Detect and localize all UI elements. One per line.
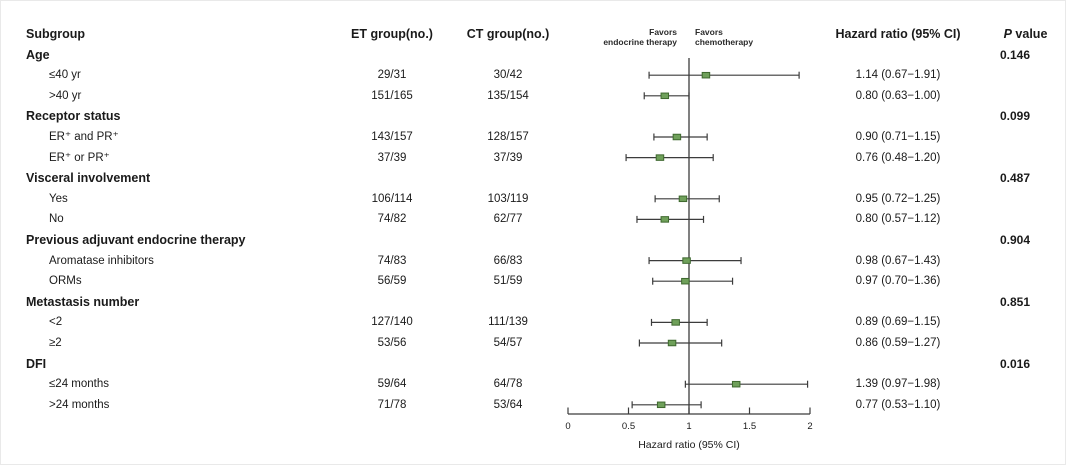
hr-ci-text: 0.98 (0.67−1.43): [855, 254, 941, 267]
hr-ci-text: 1.14 (0.67−1.91): [855, 69, 941, 82]
group-label: Visceral involvement: [26, 171, 151, 186]
hr-point-marker: [655, 154, 665, 161]
ct-count: 66/83: [493, 254, 523, 267]
et-count: 59/64: [377, 378, 407, 391]
ct-count: 54/57: [493, 337, 523, 349]
et-count: 127/140: [371, 316, 413, 329]
subgroup-label: No: [49, 213, 64, 226]
subgroup-label: ER⁺ and PR⁺: [49, 131, 119, 143]
subgroup-label: ER⁺ or PR⁺: [49, 151, 110, 164]
et-count: 37/39: [377, 151, 407, 164]
x-axis-tick-label: 0.5: [622, 421, 635, 432]
et-count: 143/157: [371, 131, 413, 143]
p-value: 0.146: [999, 47, 1031, 62]
group-label: Receptor status: [26, 109, 121, 124]
p-value: 0.099: [999, 109, 1031, 124]
hr-ci-text: 1.39 (0.97−1.98): [855, 378, 941, 391]
p-value: 0.851: [999, 294, 1031, 309]
hr-point-marker: [660, 216, 670, 223]
et-count: 151/165: [371, 89, 413, 102]
ct-count: 37/39: [493, 151, 523, 164]
hr-ci-text: 0.80 (0.63−1.00): [855, 89, 941, 102]
group-label: DFI: [26, 356, 47, 371]
subgroup-label: Yes: [49, 192, 68, 205]
favors-endocrine-line2: endocrine therapy: [603, 37, 677, 47]
p-value-rest: value: [1011, 27, 1048, 41]
group-label: Metastasis number: [26, 294, 140, 309]
et-count: 56/59: [377, 275, 407, 288]
et-count: 106/114: [371, 192, 413, 205]
et-count: 29/31: [377, 69, 407, 82]
favors-endocrine-line1: Favors: [649, 27, 677, 37]
hr-point-marker: [671, 319, 680, 326]
hr-ci-text: 0.86 (0.59−1.27): [855, 337, 941, 349]
subgroup-label: ≤40 yr: [49, 69, 81, 82]
hr-point-marker: [731, 380, 741, 388]
column-header-p-value: P value: [984, 26, 1065, 42]
column-header-subgroup: Subgroup: [26, 27, 86, 41]
column-header-ct-group: CT group(no.): [466, 27, 550, 41]
subgroup-label: <2: [49, 316, 63, 329]
hr-point-marker: [672, 133, 682, 141]
ct-count: 135/154: [487, 89, 529, 102]
group-label: Age: [26, 47, 50, 62]
ct-count: 51/59: [493, 275, 523, 288]
p-value: 0.016: [999, 356, 1031, 371]
x-axis-tick-label: 1.5: [743, 421, 756, 432]
et-count: 71/78: [377, 398, 407, 411]
hr-point-marker: [660, 92, 670, 100]
hr-point-marker: [678, 195, 688, 203]
favors-endocrine-label: Favors endocrine therapy: [603, 27, 677, 47]
favors-chemotherapy-line1: Favors: [695, 27, 723, 37]
p-value: 0.904: [999, 233, 1031, 247]
hr-ci-text: 0.80 (0.57−1.12): [855, 213, 941, 226]
ct-count: 30/42: [493, 69, 523, 82]
hr-ci-text: 0.89 (0.69−1.15): [855, 316, 941, 329]
x-axis-title: Hazard ratio (95% CI): [638, 439, 740, 451]
favors-chemotherapy-label: Favors chemotherapy: [695, 27, 753, 47]
ct-count: 62/77: [493, 213, 523, 226]
hr-ci-text: 0.77 (0.53−1.10): [855, 398, 941, 411]
column-header-et-group: ET group(no.): [351, 27, 433, 41]
x-axis-tick-label: 2: [807, 421, 812, 432]
subgroup-label: Aromatase inhibitors: [49, 254, 154, 267]
hr-ci-text: 0.95 (0.72−1.25): [855, 192, 941, 205]
column-header-hazard-ratio: Hazard ratio (95% CI): [835, 27, 961, 41]
subgroup-label: >40 yr: [49, 89, 82, 102]
et-count: 53/56: [377, 337, 407, 349]
p-value: 0.487: [999, 171, 1031, 186]
subgroup-label: >24 months: [49, 398, 110, 411]
hr-point-marker: [667, 339, 677, 347]
hr-ci-text: 0.90 (0.71−1.15): [855, 131, 941, 143]
x-axis-tick-label: 1: [686, 421, 691, 432]
subgroup-label: ≤24 months: [49, 378, 110, 391]
ct-count: 64/78: [493, 378, 523, 391]
ct-count: 53/64: [493, 398, 523, 411]
et-count: 74/82: [377, 213, 407, 226]
x-axis-tick-label: 0: [565, 421, 570, 432]
hr-ci-text: 0.76 (0.48−1.20): [855, 151, 941, 164]
ct-count: 111/139: [488, 316, 528, 329]
et-count: 74/83: [377, 254, 407, 267]
ct-count: 103/119: [487, 192, 529, 205]
subgroup-label: ORMs: [49, 275, 82, 288]
favors-chemotherapy-line2: chemotherapy: [695, 37, 754, 47]
hr-point-marker: [682, 257, 691, 264]
p-value-italic-p: P: [1003, 27, 1012, 41]
group-label: Previous adjuvant endocrine therapy: [26, 233, 246, 247]
hr-point-marker: [656, 401, 666, 409]
hr-point-marker: [681, 277, 690, 285]
subgroup-label: ≥2: [49, 337, 62, 349]
hr-point-marker: [701, 71, 711, 79]
ct-count: 128/157: [487, 131, 529, 143]
hr-ci-text: 0.97 (0.70−1.36): [855, 275, 941, 288]
